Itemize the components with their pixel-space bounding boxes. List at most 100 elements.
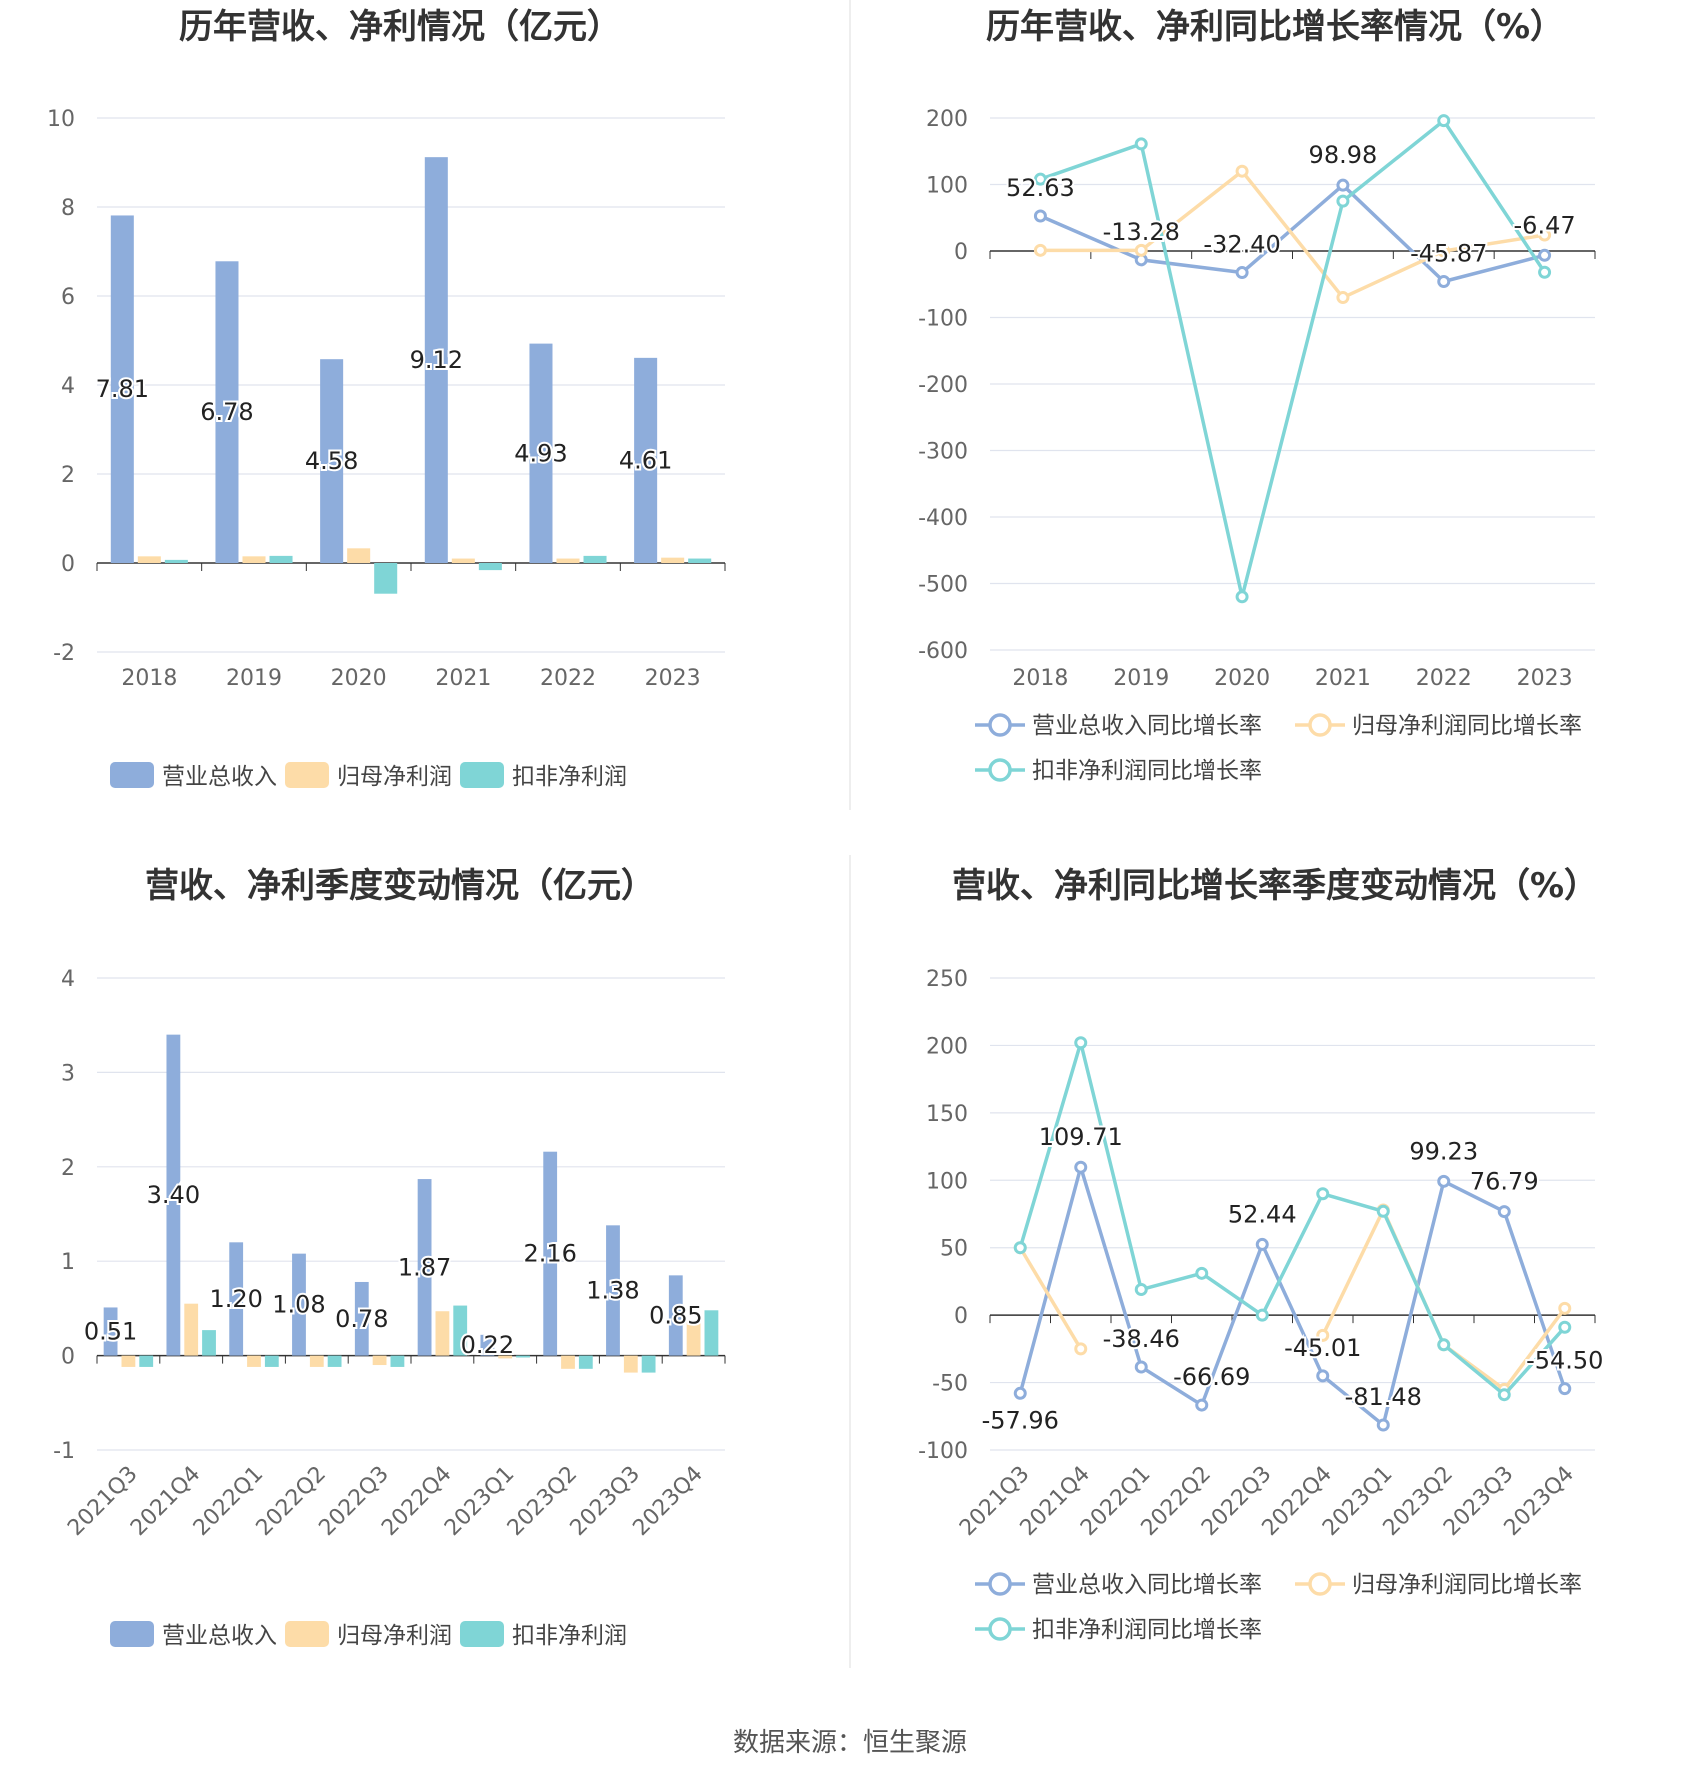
series-point[interactable] [1134, 243, 1148, 257]
bar-deducted-profit[interactable] [269, 555, 293, 563]
bar-deducted-profit[interactable] [202, 1330, 216, 1356]
bar-deducted-profit[interactable] [583, 555, 607, 563]
bar-net-profit[interactable] [372, 1355, 387, 1366]
bar-revenue[interactable] [354, 1281, 369, 1356]
legend-swatch[interactable] [285, 762, 329, 788]
bar-net-profit[interactable] [309, 1355, 324, 1367]
series-point[interactable] [1437, 1174, 1451, 1188]
series-point[interactable] [1376, 1204, 1390, 1218]
series-point[interactable] [1336, 291, 1350, 305]
series-point[interactable] [1134, 1360, 1148, 1374]
series-point[interactable] [1134, 137, 1148, 151]
bar-revenue[interactable] [543, 1151, 558, 1356]
series-point[interactable] [1255, 1308, 1269, 1322]
bar-net-profit[interactable] [184, 1303, 199, 1356]
legend-marker[interactable] [1308, 713, 1332, 737]
bar-net-profit[interactable] [242, 556, 266, 563]
series-point[interactable] [1013, 1241, 1027, 1255]
series-point[interactable] [1497, 1205, 1511, 1219]
series-point[interactable] [1235, 266, 1249, 280]
series-point[interactable] [1558, 1382, 1572, 1396]
series-point[interactable] [1033, 172, 1047, 186]
bar-deducted-profit[interactable] [478, 563, 502, 571]
bar-deducted-profit[interactable] [390, 1355, 405, 1367]
series-point[interactable] [1437, 244, 1451, 258]
bar-revenue[interactable] [320, 359, 344, 563]
series-point[interactable] [1013, 1386, 1027, 1400]
bar-revenue[interactable] [417, 1179, 432, 1356]
bar-revenue[interactable] [606, 1225, 620, 1356]
bar-deducted-profit[interactable] [327, 1355, 342, 1367]
series-point[interactable] [1497, 1388, 1511, 1402]
legend-swatch[interactable] [285, 1621, 329, 1647]
bar-revenue[interactable] [215, 261, 239, 563]
series-point[interactable] [1134, 1283, 1148, 1297]
series-point[interactable] [1437, 1338, 1451, 1352]
series-point[interactable] [1316, 1328, 1330, 1342]
bar-net-profit[interactable] [556, 558, 580, 563]
series-point[interactable] [1195, 1266, 1209, 1280]
bar-deducted-profit[interactable] [688, 558, 712, 563]
bar-deducted-profit[interactable] [578, 1355, 593, 1369]
legend-marker[interactable] [1308, 1572, 1332, 1596]
bar-revenue[interactable] [292, 1253, 306, 1356]
bar-net-profit[interactable] [137, 556, 161, 563]
bar-revenue[interactable] [110, 215, 134, 563]
series-point[interactable] [1074, 1342, 1088, 1356]
legend-marker[interactable] [988, 1572, 1012, 1596]
legend-swatch[interactable] [110, 762, 154, 788]
bar-revenue[interactable] [229, 1242, 244, 1356]
bar-net-profit[interactable] [498, 1355, 513, 1359]
series-point[interactable] [1538, 228, 1552, 242]
legend-marker[interactable] [988, 713, 1012, 737]
bar-net-profit[interactable] [247, 1355, 261, 1367]
bar-net-profit[interactable] [686, 1322, 701, 1356]
bar-net-profit[interactable] [347, 548, 371, 563]
series-point[interactable] [1074, 1160, 1088, 1174]
bar-deducted-profit[interactable] [139, 1355, 154, 1367]
legend-marker[interactable] [988, 758, 1012, 782]
series-point[interactable] [1195, 1398, 1209, 1412]
bar-net-profit[interactable] [661, 557, 685, 563]
bar-revenue[interactable] [166, 1034, 181, 1356]
bar-deducted-profit[interactable] [453, 1305, 468, 1356]
bar-deducted-profit[interactable] [374, 563, 398, 594]
series-point[interactable] [1376, 1418, 1390, 1432]
series-point[interactable] [1437, 114, 1451, 128]
series-point[interactable] [1255, 1237, 1269, 1251]
bar-net-profit[interactable] [121, 1355, 136, 1367]
bar-net-profit[interactable] [435, 1311, 450, 1356]
series-point[interactable] [1336, 194, 1350, 208]
legend-swatch[interactable] [460, 1621, 504, 1647]
legend-marker[interactable] [988, 1617, 1012, 1641]
bar-net-profit[interactable] [451, 558, 475, 563]
legend-swatch[interactable] [110, 1621, 154, 1647]
series-point[interactable] [1316, 1187, 1330, 1201]
bar-net-profit[interactable] [561, 1355, 575, 1369]
bar-deducted-profit[interactable] [164, 559, 188, 563]
series-point[interactable] [1437, 275, 1451, 289]
series-point[interactable] [1235, 590, 1249, 604]
series-point[interactable] [1538, 248, 1552, 262]
series-point[interactable] [1558, 1320, 1572, 1334]
series-point[interactable] [1558, 1301, 1572, 1315]
bar-deducted-profit[interactable] [704, 1310, 719, 1356]
series-point[interactable] [1538, 265, 1552, 279]
bar-revenue[interactable] [634, 357, 658, 563]
bar-net-profit[interactable] [623, 1355, 638, 1373]
series-point[interactable] [1316, 1369, 1330, 1383]
bar-deducted-profit[interactable] [641, 1355, 656, 1373]
bar-revenue[interactable] [103, 1307, 118, 1356]
series-point[interactable] [1033, 243, 1047, 257]
series-point[interactable] [1074, 1036, 1088, 1050]
legend-swatch[interactable] [460, 762, 504, 788]
series-point[interactable] [1336, 178, 1350, 192]
series-point[interactable] [1033, 209, 1047, 223]
bar-deducted-profit[interactable] [264, 1355, 279, 1367]
bar-deducted-profit[interactable] [516, 1355, 530, 1358]
series-point[interactable] [1235, 164, 1249, 178]
bar-revenue[interactable] [529, 343, 553, 563]
bar-revenue[interactable] [668, 1275, 683, 1356]
bar-revenue[interactable] [480, 1334, 495, 1356]
bar-revenue[interactable] [424, 157, 448, 563]
